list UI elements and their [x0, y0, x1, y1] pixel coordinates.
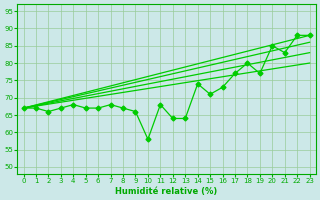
X-axis label: Humidité relative (%): Humidité relative (%): [116, 187, 218, 196]
